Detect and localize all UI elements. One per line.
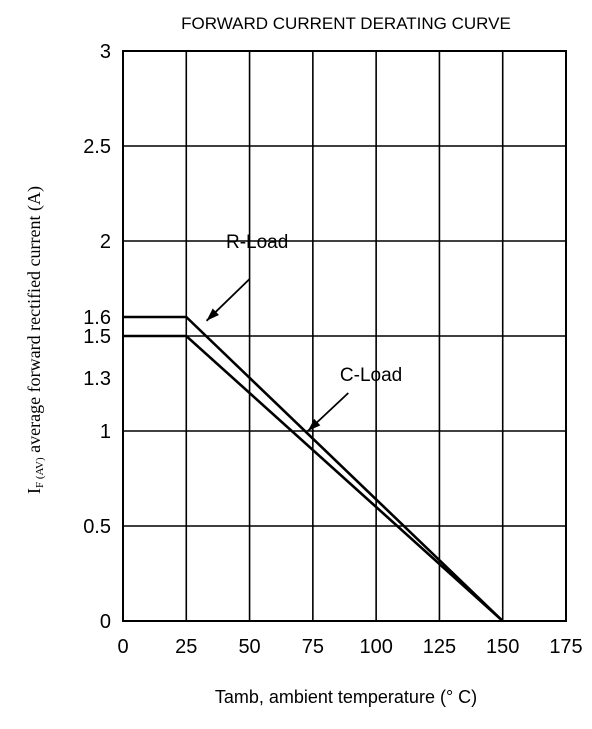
y-axis-label-subscript: F (AV) — [34, 457, 46, 488]
series-line-r-load — [123, 315, 504, 622]
chart-title: FORWARD CURRENT DERATING CURVE — [181, 14, 511, 33]
y-tick-label-2.5: 2.5 — [83, 136, 111, 158]
y-tick-label-3: 3 — [100, 41, 111, 63]
x-tick-labels: 0 25 50 75 100 125 150 175 — [117, 636, 582, 658]
y-axis-label-symbol: I — [24, 488, 44, 494]
series-line-c-load — [123, 334, 504, 622]
x-tick-label-175: 175 — [549, 636, 582, 658]
plot-frame — [122, 50, 567, 622]
y-tick-label-1: 1 — [100, 421, 111, 443]
x-tick-label-100: 100 — [359, 636, 392, 658]
y-tick-label-0: 0 — [100, 611, 111, 633]
y-tick-label-1.6: 1.6 — [83, 307, 111, 329]
x-tick-label-25: 25 — [175, 636, 197, 658]
y-tick-labels: 0 0.5 1 1.3 1.51.6 2 2.5 3 — [83, 41, 111, 633]
y-axis-label: IF (AV) average forward rectified curren… — [24, 186, 46, 494]
x-tick-label-0: 0 — [117, 636, 128, 658]
annotation-arrowhead-c-load — [307, 418, 321, 431]
x-axis-label: Tamb, ambient temperature (° C) — [215, 687, 477, 707]
y-tick-label-1.5: 1.5 — [83, 326, 111, 348]
y-axis-label-text: average forward rectified current (A) — [24, 186, 45, 453]
svg-text:IF (AV) average forward recti: IF (AV) average forward rectified curren… — [24, 186, 46, 494]
grid — [123, 51, 566, 621]
annotation-arrowhead-r-load — [206, 308, 219, 321]
annotation-label-r-load: R-Load — [226, 232, 288, 253]
y-tick-label-0.5: 0.5 — [83, 516, 111, 538]
x-tick-label-50: 50 — [238, 636, 260, 658]
series-layer — [123, 315, 504, 622]
annotation-layer: R-Load C-Load — [205, 232, 402, 432]
x-tick-label-125: 125 — [423, 636, 456, 658]
y-tick-label-2: 2 — [100, 231, 111, 253]
x-tick-label-150: 150 — [486, 636, 519, 658]
annotation-label-c-load: C-Load — [340, 365, 402, 386]
x-tick-label-75: 75 — [302, 636, 324, 658]
y-tick-label-1.3: 1.3 — [83, 368, 111, 390]
